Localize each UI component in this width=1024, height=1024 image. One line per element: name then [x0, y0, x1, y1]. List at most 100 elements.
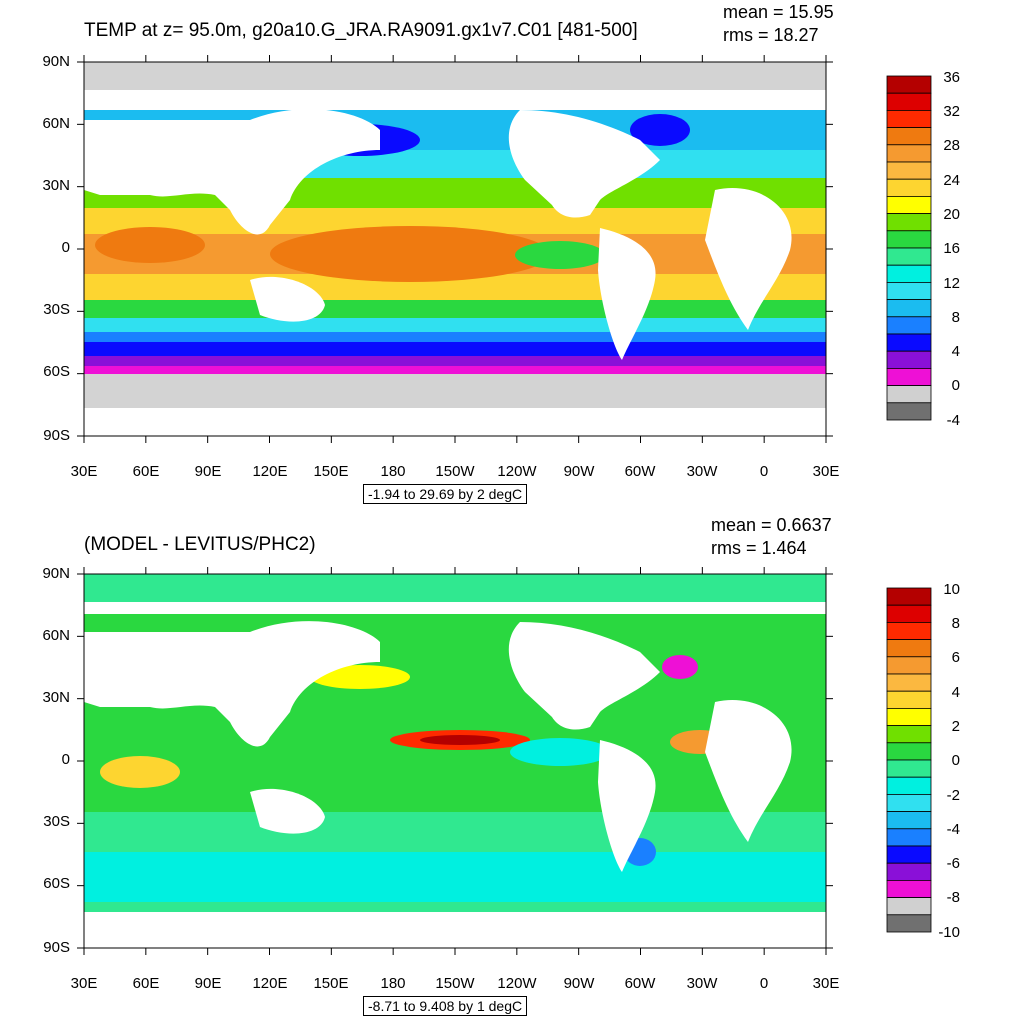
- colorbar-segment: [886, 811, 932, 830]
- colorbar-segment: [886, 673, 932, 692]
- y-tick-label: 30S: [43, 813, 70, 830]
- x-tick-label: 0: [759, 975, 769, 992]
- mean-value: mean = 0.6637: [711, 515, 832, 535]
- difference-map: [77, 567, 932, 955]
- colorbar-segment: [886, 110, 932, 129]
- x-tick-label: 30E: [812, 463, 840, 480]
- x-tick-label: 60W: [624, 975, 656, 992]
- colorbar-segment: [886, 639, 932, 658]
- colorbar-label: 20: [943, 206, 960, 223]
- tick-marks: [77, 567, 833, 955]
- colorbar-segment: [886, 707, 932, 726]
- indian-warm-anomaly: [100, 756, 180, 788]
- subtropical-south-band: [84, 300, 826, 318]
- north-america-land: [508, 622, 660, 730]
- colorbar-segment: [886, 127, 932, 146]
- colorbar-label: 6: [951, 649, 960, 666]
- y-tick-label: 90S: [43, 427, 70, 444]
- polar-front-band: [84, 342, 826, 356]
- colorbar-label: -8: [946, 889, 960, 906]
- colorbar-segment: [886, 333, 932, 352]
- y-tick-label: 60S: [43, 875, 70, 892]
- colorbar-segment: [886, 793, 932, 812]
- colorbar-segment: [886, 230, 932, 249]
- colorbar: [886, 75, 932, 421]
- subantarctic-band: [84, 332, 826, 342]
- x-tick-label: 120W: [497, 975, 537, 992]
- kuroshio-warm-anomaly: [310, 665, 410, 689]
- y-tick-label: 30N: [42, 177, 70, 194]
- antarctic-band: [84, 356, 826, 366]
- y-tick-label: 90N: [42, 53, 70, 70]
- temperature-map: [77, 55, 932, 443]
- colorbar-segment: [886, 247, 932, 266]
- gulf-stream-cold-anomaly: [662, 655, 698, 679]
- colorbar-label: 36: [943, 69, 960, 86]
- eurasia-land: [84, 109, 380, 235]
- colorbar-segment: [886, 213, 932, 232]
- arctic-band: [84, 574, 826, 602]
- colorbar-label: 2: [951, 718, 960, 735]
- colorbar-segment: [886, 690, 932, 709]
- temperature-panel: TEMP at z= 95.0m, g20a10.G_JRA.RA9091.gx…: [42, 2, 960, 504]
- colorbar-label: 8: [951, 309, 960, 326]
- colorbar-segment: [886, 75, 932, 94]
- colorbar-segment: [886, 299, 932, 318]
- mean-value: mean = 15.95: [723, 2, 834, 22]
- colorbar-segment: [886, 776, 932, 795]
- colorbar-label: 24: [943, 172, 960, 189]
- x-tick-label: 30E: [70, 463, 98, 480]
- eurasia-land: [84, 621, 380, 747]
- x-tick-label: 60E: [132, 975, 160, 992]
- x-tick-label: 90E: [194, 975, 222, 992]
- panel-title: TEMP at z= 95.0m, g20a10.G_JRA.RA9091.gx…: [84, 20, 638, 41]
- colorbar-segment: [886, 92, 932, 111]
- colorbar-label: 4: [951, 343, 960, 360]
- south-america-land: [598, 740, 656, 872]
- y-tick-label: 30S: [43, 301, 70, 318]
- australia-land: [250, 276, 325, 322]
- indian-warm-pool: [95, 227, 205, 263]
- x-tick-label: 150W: [435, 975, 475, 992]
- y-tick-label: 30N: [42, 689, 70, 706]
- x-tick-label: 120E: [252, 975, 288, 992]
- southern-cool-band: [84, 852, 826, 902]
- x-tick-label: 150E: [313, 975, 349, 992]
- x-tick-label: 150W: [435, 463, 475, 480]
- contour-range-label: -8.71 to 9.408 by 1 degC: [363, 996, 528, 1016]
- y-tick-label: 0: [61, 239, 70, 256]
- colorbar-label: 8: [951, 615, 960, 632]
- africa-land: [705, 700, 792, 842]
- africa-land: [705, 188, 792, 330]
- difference-panel: (MODEL - LEVITUS/PHC2) mean = 0.6637 rms…: [0, 512, 1024, 1024]
- colorbar-segment: [886, 914, 932, 933]
- y-tick-label: 60S: [43, 363, 70, 380]
- colorbar-label: 10: [943, 581, 960, 598]
- x-tick-label: 60W: [624, 463, 656, 480]
- colorbar-label: 12: [943, 275, 960, 292]
- y-tick-label: 90N: [42, 565, 70, 582]
- colorbar-segment: [886, 656, 932, 675]
- colorbar-segment: [886, 385, 932, 404]
- contour-range-label: -1.94 to 29.69 by 2 degC: [363, 484, 528, 504]
- arctic-ice: [84, 62, 826, 90]
- colorbar-label: 32: [943, 103, 960, 120]
- rms-value: rms = 1.464: [711, 538, 807, 558]
- x-tick-label: 30W: [686, 463, 718, 480]
- midlat-south-band: [84, 318, 826, 332]
- colorbar-label: -6: [946, 855, 960, 872]
- temperature-field: [84, 62, 826, 436]
- x-tick-label: 150E: [313, 463, 349, 480]
- equatorial-peak: [420, 735, 500, 745]
- y-tick-label: 60N: [42, 115, 70, 132]
- colorbar-segment: [886, 742, 932, 761]
- colorbar-segment: [886, 879, 932, 898]
- colorbar-label: 16: [943, 240, 960, 257]
- south-america-land: [598, 228, 656, 360]
- eastern-pacific-cold-tongue: [515, 241, 605, 269]
- colorbar-label: -4: [946, 821, 960, 838]
- colorbar-segment: [886, 350, 932, 369]
- x-tick-label: 30W: [686, 975, 718, 992]
- colorbar-label: -10: [938, 924, 960, 941]
- eastern-pacific-cool-anomaly: [510, 738, 610, 766]
